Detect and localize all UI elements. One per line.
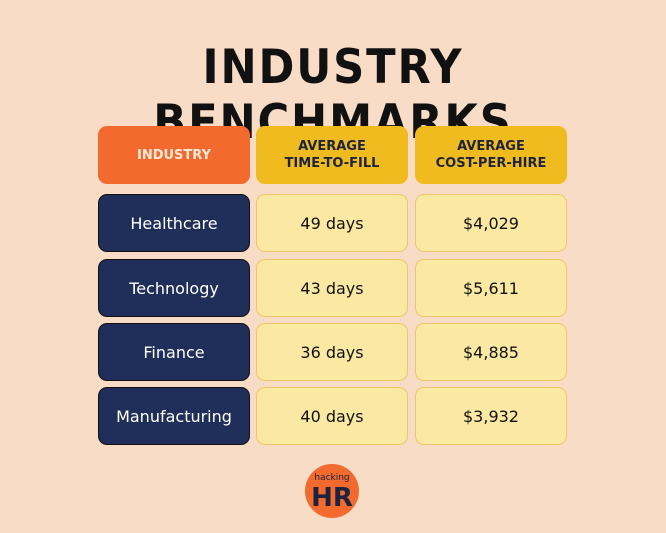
header-text: INDUSTRY (137, 147, 211, 164)
value-cell: $4,885 (415, 323, 567, 381)
industry-cell: Technology (98, 259, 250, 317)
value-cell: 36 days (256, 323, 408, 381)
logo: hacking HR (305, 464, 359, 518)
column-header: AVERAGE TIME-TO-FILL (256, 126, 408, 184)
header-line: INDUSTRY (136, 147, 211, 163)
logo-small-text: hacking (314, 473, 350, 483)
industry-cell: Finance (98, 323, 250, 381)
header-line: TIME-TO-FILL (284, 156, 380, 171)
header-line: COST-PER-HIRE (435, 156, 547, 171)
header-text: AVERAGE TIME-TO-FILL (285, 138, 380, 172)
header-text: AVERAGE COST-PER-HIRE (436, 138, 547, 172)
value-cell: $3,932 (415, 387, 567, 445)
header-line: AVERAGE (457, 139, 525, 154)
industry-cell: Manufacturing (98, 387, 250, 445)
value-cell: 43 days (256, 259, 408, 317)
logo-big-text: HR (311, 483, 353, 513)
value-cell: $5,611 (415, 259, 567, 317)
value-cell: 40 days (256, 387, 408, 445)
header-line: AVERAGE (298, 139, 366, 154)
value-cell: 49 days (256, 194, 408, 252)
column-header: INDUSTRY (98, 126, 250, 184)
column-header: AVERAGE COST-PER-HIRE (415, 126, 567, 184)
value-cell: $4,029 (415, 194, 567, 252)
industry-cell: Healthcare (98, 194, 250, 252)
